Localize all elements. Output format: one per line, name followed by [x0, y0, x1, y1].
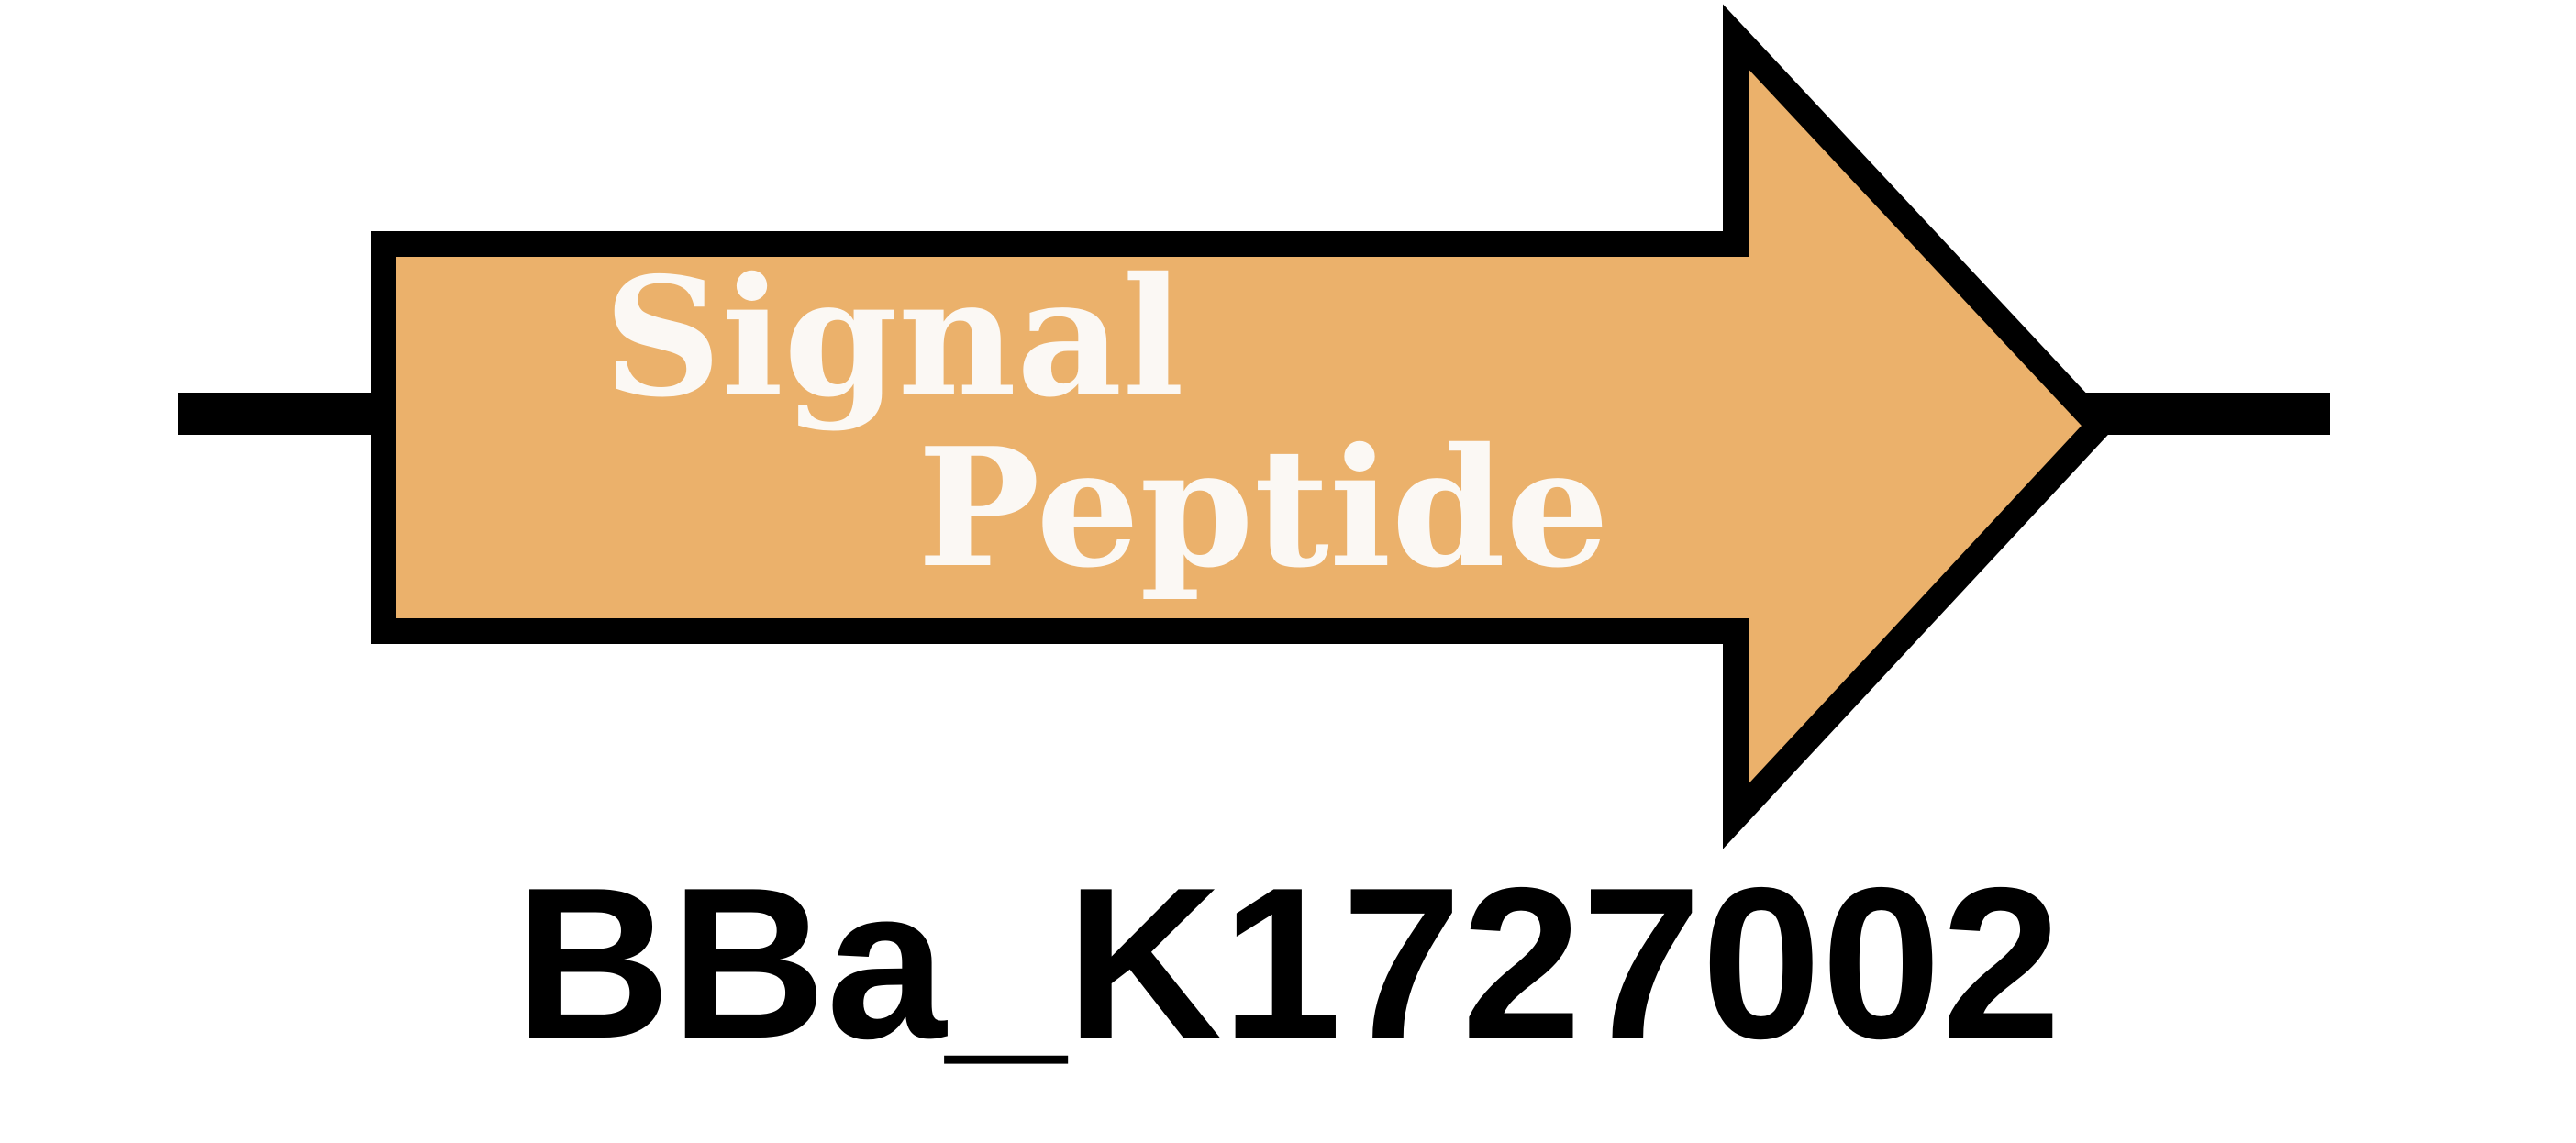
part-label-line2: Peptide — [917, 412, 1609, 604]
part-arrow — [371, 4, 2117, 849]
backbone-line-left — [178, 393, 380, 435]
part-id: BBa_K1727002 — [515, 842, 2061, 1083]
part-label-line1: Signal — [604, 241, 1184, 433]
